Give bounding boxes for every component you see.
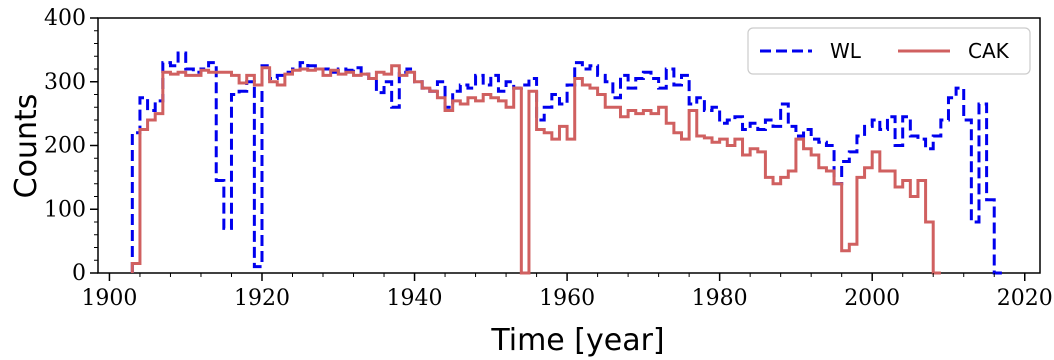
x-tick-label: 1900 — [81, 286, 137, 311]
series-line-wl — [130, 51, 1002, 275]
x-tick-label: 1960 — [539, 286, 595, 311]
x-tick-label: 1980 — [692, 286, 748, 311]
x-tick-label: 1920 — [234, 286, 290, 311]
x-tick-label: 2020 — [997, 286, 1053, 311]
axes-layer: 1900 1920 1940 1960 1980 2000 2020 0 100 200 300 40… — [44, 6, 1053, 311]
x-axis-title: Time [year] — [490, 323, 664, 358]
series-line-cak — [130, 64, 941, 275]
series-layer — [130, 51, 1002, 275]
y-tick-label: 300 — [44, 70, 86, 95]
legend-box — [747, 27, 1031, 75]
y-tick-label: 400 — [44, 6, 86, 31]
y-tick-label: 0 — [72, 261, 86, 286]
legend-label-cak: CAK — [968, 39, 1010, 63]
x-tick-label: 2000 — [844, 286, 900, 311]
y-axis-title: Counts — [9, 94, 44, 199]
legend-label-wl: WL — [830, 39, 862, 63]
y-tick-label: 200 — [44, 134, 86, 159]
legend: WL CAK — [747, 27, 1031, 75]
x-tick-label: 1940 — [387, 286, 443, 311]
y-tick-label: 100 — [44, 197, 86, 222]
